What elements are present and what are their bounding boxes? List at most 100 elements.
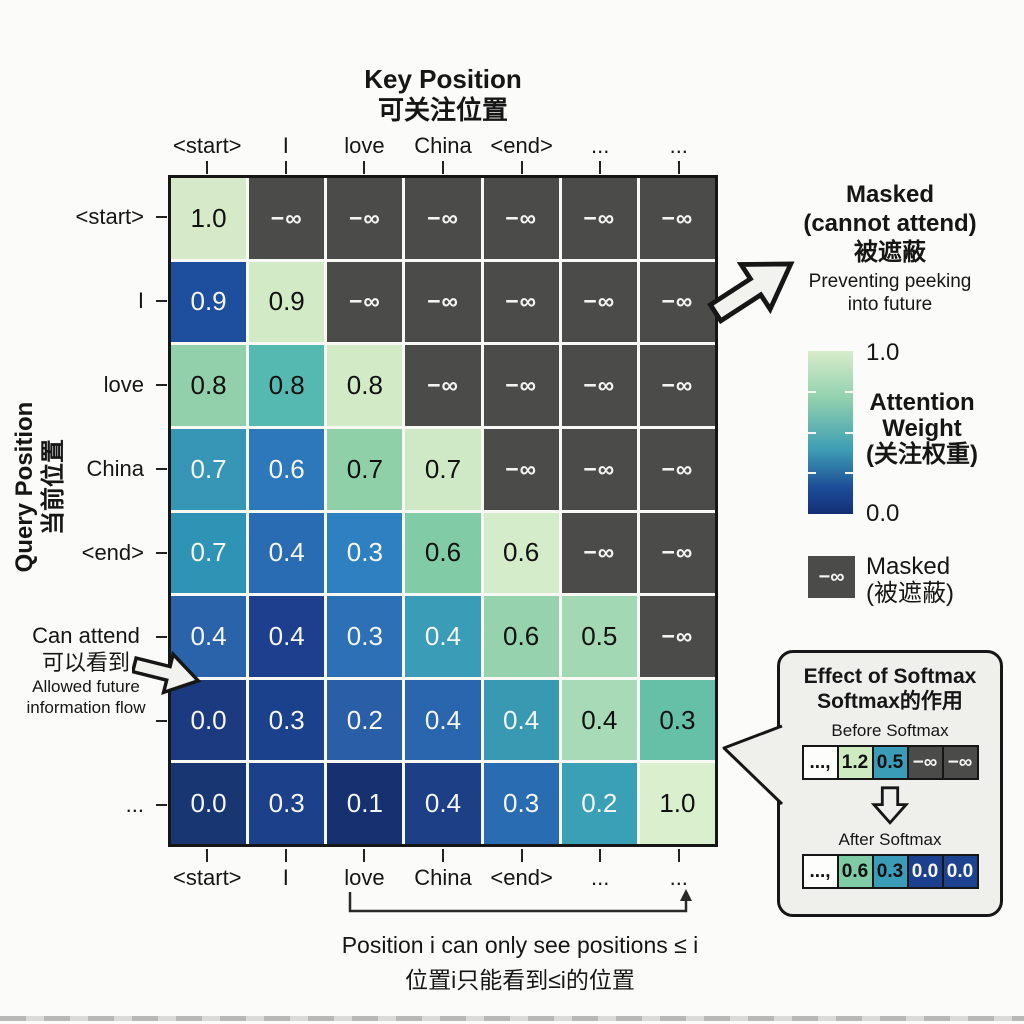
matrix-cell: 0.1 bbox=[327, 763, 403, 844]
can-attend-line2: 可以看到 bbox=[41, 650, 130, 675]
matrix-cell-masked: −∞ bbox=[561, 428, 637, 510]
col-label: I bbox=[282, 865, 289, 890]
col-label: <end> bbox=[490, 133, 553, 158]
after-softmax-label: After Softmax bbox=[838, 830, 942, 849]
col-label: <start> bbox=[173, 133, 242, 158]
can-attend-annotation: Can attend 可以看到 Allowed future informati… bbox=[2, 622, 170, 718]
col-label: China bbox=[414, 865, 472, 890]
matrix-cell-masked: −∞ bbox=[483, 178, 559, 259]
tick-mark bbox=[284, 849, 287, 862]
colorbar-title-line2: Weight bbox=[882, 415, 962, 442]
before-softmax-row: ..., 1.2 0.5 −∞ −∞ bbox=[801, 745, 979, 780]
tick-slot bbox=[325, 849, 404, 863]
matrix-cell: 0.7 bbox=[405, 428, 481, 510]
tick-mark bbox=[156, 804, 167, 806]
matrix-cell: 0.4 bbox=[405, 596, 481, 677]
softmax-cell: −∞ bbox=[941, 745, 979, 780]
col-ticks-top bbox=[168, 161, 718, 175]
tick-slot bbox=[561, 849, 640, 863]
masked-line3: 被遮蔽 bbox=[854, 239, 926, 266]
colorbar-tick bbox=[845, 431, 853, 434]
tick-mark bbox=[363, 161, 366, 174]
matrix-cell: 0.7 bbox=[327, 428, 403, 510]
masked-annotation: Masked (cannot attend) 被遮蔽 Preventing pe… bbox=[772, 180, 1008, 316]
matrix-cell: 0.9 bbox=[249, 261, 325, 343]
tick-mark bbox=[156, 636, 167, 638]
softmax-cell: ..., bbox=[801, 854, 839, 889]
col-label: China bbox=[414, 133, 472, 158]
tick-mark bbox=[520, 849, 523, 862]
matrix-cell: 0.3 bbox=[249, 763, 325, 844]
matrix-cell-masked: −∞ bbox=[639, 178, 715, 259]
can-attend-line1: Can attend bbox=[32, 623, 140, 648]
softmax-cell: 0.3 bbox=[871, 854, 909, 889]
row-label: <start> bbox=[75, 204, 144, 229]
matrix-cell: 0.6 bbox=[249, 428, 325, 510]
tick-mark bbox=[156, 300, 167, 302]
row-label: <end> bbox=[81, 540, 144, 565]
colorbar-min-label: 0.0 bbox=[866, 500, 900, 527]
col-label: ... bbox=[591, 133, 610, 158]
matrix-cell: 0.0 bbox=[171, 679, 247, 761]
row-label: ... bbox=[125, 792, 144, 817]
tick-slot bbox=[482, 849, 561, 863]
col-label: I bbox=[282, 133, 289, 158]
bottom-edge-artifact bbox=[0, 1016, 1024, 1021]
matrix-cell: 0.6 bbox=[405, 512, 481, 594]
masked-line5: into future bbox=[847, 294, 933, 315]
can-attend-arrow-icon bbox=[132, 650, 202, 696]
tick-slot bbox=[156, 679, 168, 763]
tick-mark bbox=[599, 161, 602, 174]
tick-mark bbox=[156, 720, 167, 722]
matrix-cell: 0.9 bbox=[171, 261, 247, 343]
tick-slot bbox=[156, 595, 168, 679]
tick-slot bbox=[247, 849, 326, 863]
softmax-cell: 0.6 bbox=[836, 854, 874, 889]
tick-mark bbox=[284, 161, 287, 174]
matrix-cell: 0.4 bbox=[561, 679, 637, 761]
key-position-title: Key Position 可关注位置 bbox=[168, 64, 718, 126]
before-softmax-label: Before Softmax bbox=[831, 721, 949, 740]
row-label: China bbox=[86, 456, 144, 481]
masked-arrow-icon bbox=[707, 261, 795, 325]
matrix-cell: 0.8 bbox=[171, 345, 247, 426]
tick-slot bbox=[156, 427, 168, 511]
matrix-cell: 0.7 bbox=[171, 512, 247, 594]
tick-mark bbox=[599, 849, 602, 862]
matrix-cell: 1.0 bbox=[171, 178, 247, 259]
bottom-note-en: Position i can only see positions ≤ i bbox=[341, 932, 699, 958]
matrix-cell: 0.8 bbox=[249, 345, 325, 426]
matrix-cell: 0.7 bbox=[171, 428, 247, 510]
tick-mark bbox=[156, 216, 167, 218]
tick-mark bbox=[363, 849, 366, 862]
matrix-cell-masked: −∞ bbox=[639, 428, 715, 510]
tick-mark bbox=[156, 468, 167, 470]
matrix-cell-masked: −∞ bbox=[327, 178, 403, 259]
tick-slot bbox=[404, 849, 483, 863]
matrix-cell: 0.3 bbox=[327, 512, 403, 594]
tick-mark bbox=[442, 161, 445, 174]
colorbar-tick bbox=[845, 390, 853, 393]
matrix-cell-masked: −∞ bbox=[483, 428, 559, 510]
matrix-cell: 0.3 bbox=[639, 679, 715, 761]
masked-legend-line1: Masked bbox=[866, 553, 951, 580]
matrix-cell: 0.3 bbox=[249, 679, 325, 761]
tick-mark bbox=[156, 552, 167, 554]
masked-line4: Preventing peeking bbox=[808, 271, 972, 292]
matrix-cell: 1.0 bbox=[639, 763, 715, 844]
matrix-cell: 0.2 bbox=[561, 763, 637, 844]
col-label: <start> bbox=[173, 865, 242, 890]
tick-mark bbox=[677, 161, 680, 174]
matrix-cell: 0.6 bbox=[483, 512, 559, 594]
bottom-note-zh: 位置i只能看到≤i的位置 bbox=[405, 967, 635, 993]
tick-slot bbox=[168, 849, 247, 863]
matrix-cell: 0.4 bbox=[249, 596, 325, 677]
matrix-cell-masked: −∞ bbox=[405, 178, 481, 259]
col-label: love bbox=[344, 865, 385, 890]
masked-legend-swatch: −∞ bbox=[808, 556, 855, 598]
tick-mark bbox=[677, 849, 680, 862]
col-label: ... bbox=[591, 865, 610, 890]
